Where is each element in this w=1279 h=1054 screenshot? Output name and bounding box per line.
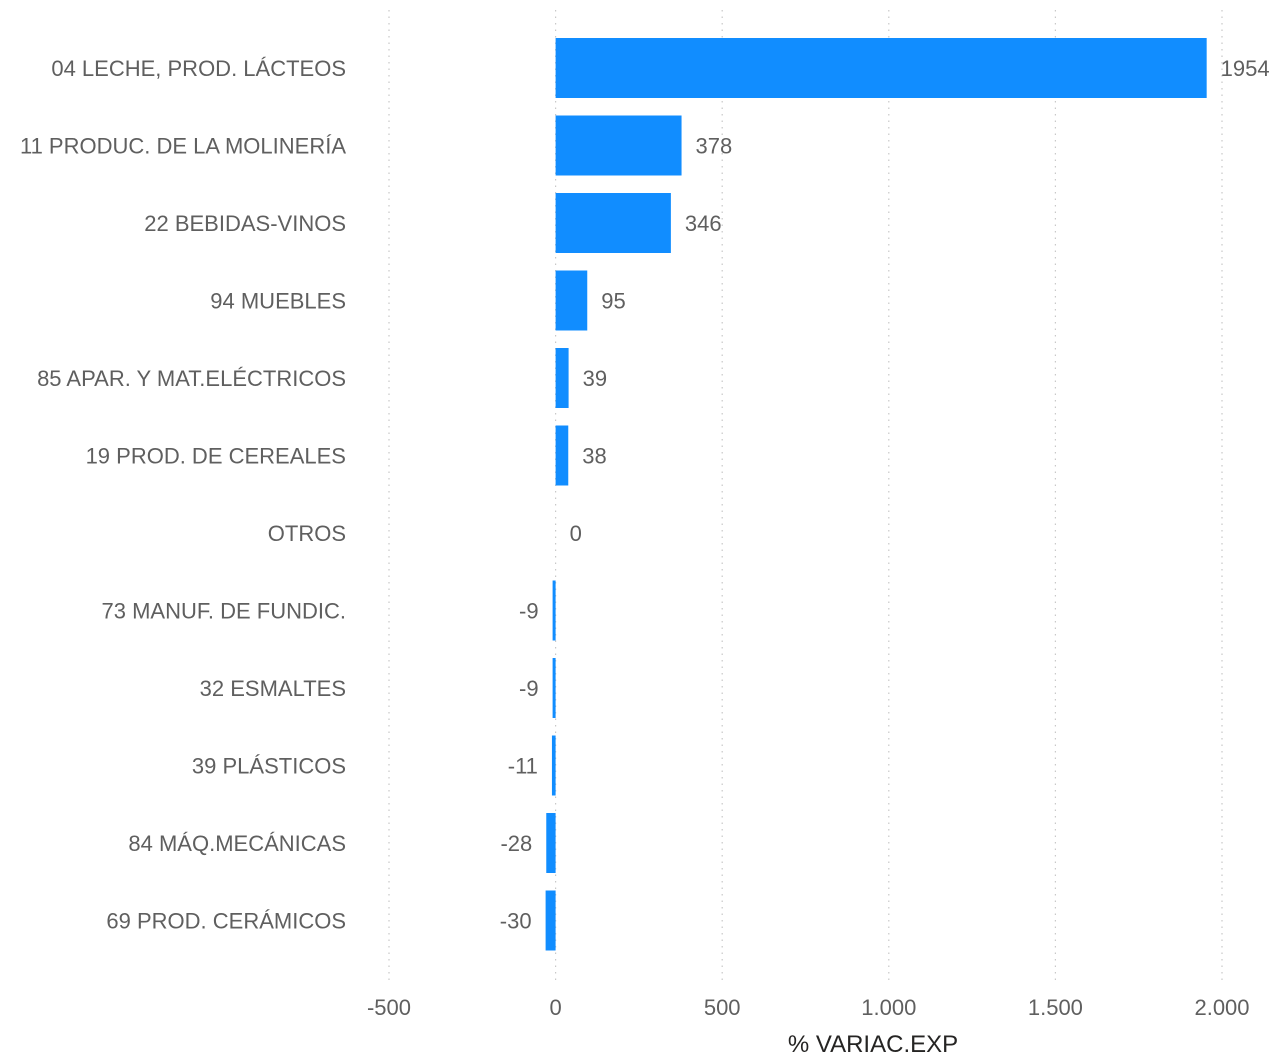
- bar[interactable]: [551, 735, 556, 796]
- category-label: 85 APAR. Y MAT.ELÉCTRICOS: [37, 366, 346, 391]
- category-label: OTROS: [268, 521, 346, 546]
- bar[interactable]: [555, 38, 1207, 98]
- data-label: -30: [500, 909, 532, 934]
- bar[interactable]: [545, 890, 556, 951]
- x-axis-title: % VARIAC.EXP: [788, 1031, 958, 1054]
- data-label: 0: [570, 521, 582, 546]
- x-tick-label: 2.000: [1194, 995, 1249, 1020]
- bar[interactable]: [552, 658, 556, 718]
- x-tick-label: -500: [367, 995, 411, 1020]
- data-label: 39: [583, 366, 607, 391]
- data-label: -9: [519, 676, 539, 701]
- bar[interactable]: [555, 193, 671, 253]
- bars: [545, 38, 1207, 951]
- bar[interactable]: [555, 425, 569, 486]
- x-tick-label: 500: [704, 995, 741, 1020]
- category-label: 84 MÁQ.MECÁNICAS: [128, 831, 346, 856]
- category-label: 11 PRODUC. DE LA MOLINERÍA: [20, 134, 346, 159]
- x-axis-ticks: -500 0 500 1.000 1.500 2.000: [367, 995, 1250, 1020]
- data-label: 346: [685, 211, 722, 236]
- data-label: 1954: [1221, 56, 1270, 81]
- category-label: 39 PLÁSTICOS: [192, 754, 346, 779]
- data-label: 95: [601, 289, 625, 314]
- data-label: 378: [696, 134, 733, 159]
- category-label: 04 LECHE, PROD. LÁCTEOS: [51, 56, 346, 81]
- data-label: -9: [519, 599, 539, 624]
- category-label: 22 BEBIDAS-VINOS: [144, 211, 346, 236]
- bar[interactable]: [555, 270, 588, 331]
- data-label: -11: [508, 754, 538, 779]
- category-label: 73 MANUF. DE FUNDIC.: [102, 599, 346, 624]
- bar[interactable]: [555, 115, 682, 176]
- x-tick-label: 0: [549, 995, 561, 1020]
- data-labels: 1954 378 346 95 39 38 0 -9 -9 -11 -28 -30: [500, 56, 1270, 934]
- x-tick-label: 1.500: [1028, 995, 1083, 1020]
- bar[interactable]: [546, 813, 556, 873]
- data-label: 38: [582, 444, 606, 469]
- bar[interactable]: [552, 580, 556, 641]
- category-label: 19 PROD. DE CEREALES: [86, 444, 346, 469]
- data-label: -28: [500, 831, 532, 856]
- category-label: 94 MUEBLES: [210, 289, 346, 314]
- category-label: 69 PROD. CERÁMICOS: [106, 909, 346, 934]
- category-labels: 04 LECHE, PROD. LÁCTEOS 11 PRODUC. DE LA …: [20, 56, 346, 934]
- bar[interactable]: [555, 348, 569, 408]
- x-tick-label: 1.000: [861, 995, 916, 1020]
- category-label: 32 ESMALTES: [200, 676, 346, 701]
